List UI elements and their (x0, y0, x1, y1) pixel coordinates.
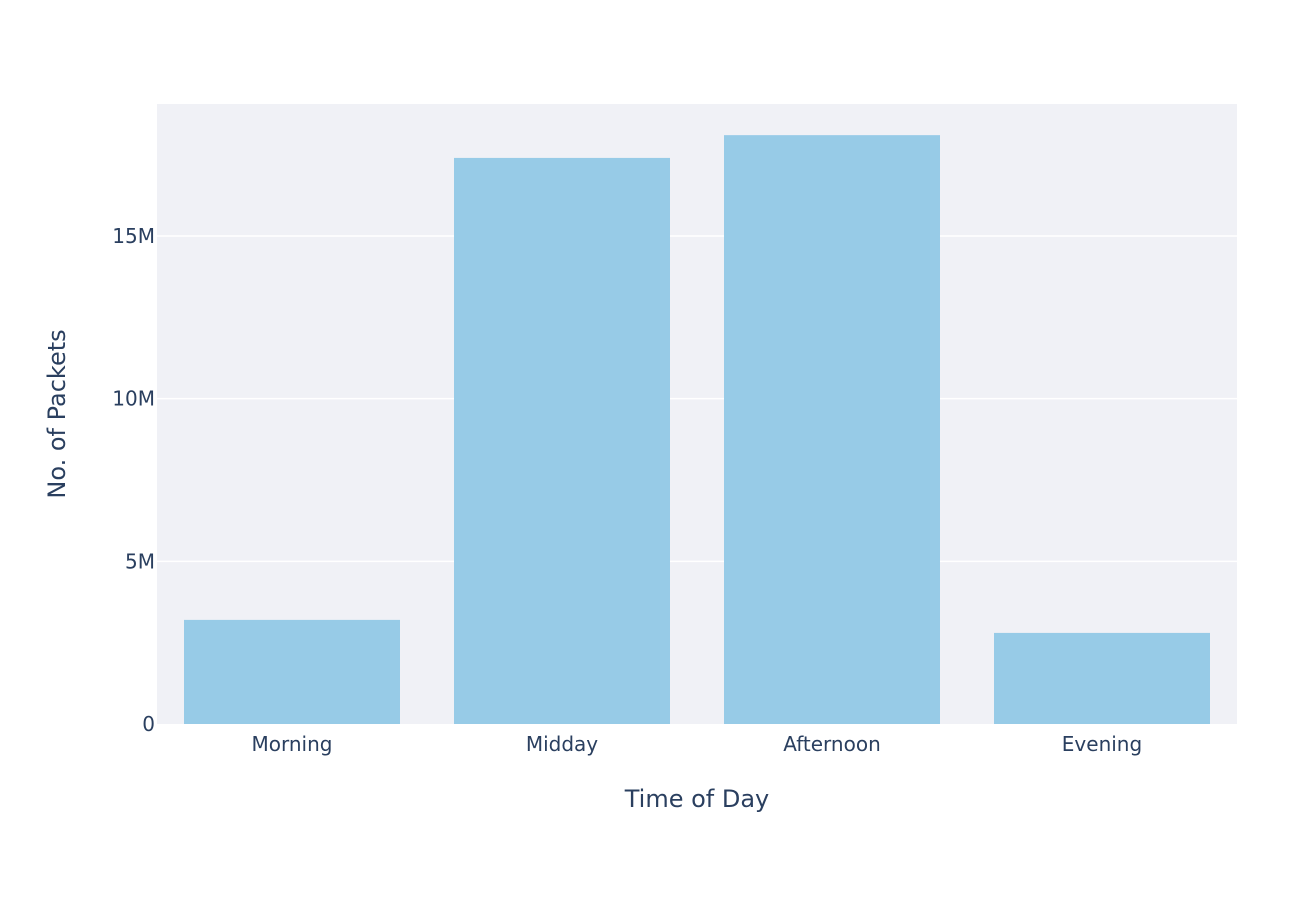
x-tick-label: Midday (526, 732, 598, 756)
x-tick-label: Morning (252, 732, 333, 756)
bar-evening (994, 632, 1210, 724)
bar-midday (454, 157, 670, 725)
y-tick-label: 0 (142, 712, 155, 736)
bar-morning (184, 619, 400, 724)
x-axis-ticks: Morning Midday Afternoon Evening (252, 732, 1143, 756)
x-axis-title: Time of Day (624, 785, 770, 813)
y-tick-label: 5M (125, 549, 155, 573)
x-tick-label: Afternoon (783, 732, 881, 756)
gridlines (157, 235, 1237, 563)
bars (184, 135, 1210, 725)
y-axis-ticks: 0 5M 10M 15M (112, 224, 155, 736)
x-tick-label: Evening (1062, 732, 1142, 756)
y-axis-title: No. of Packets (43, 329, 71, 498)
bar-afternoon (724, 135, 940, 724)
y-tick-label: 15M (112, 224, 155, 248)
y-tick-label: 10M (112, 387, 155, 411)
